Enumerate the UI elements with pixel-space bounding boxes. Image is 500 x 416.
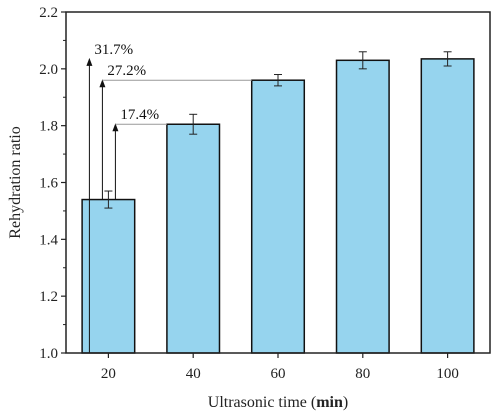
- x-axis-title: Ultrasonic time (min): [208, 394, 348, 411]
- increase-arrow-head: [99, 79, 106, 88]
- increase-label: 17.4%: [120, 107, 159, 123]
- bar-40: [166, 123, 221, 354]
- bar-60: [250, 79, 306, 354]
- y-tick-label: 2.2: [39, 5, 58, 21]
- x-tick-label: 60: [271, 366, 286, 382]
- y-axis-title: Rehydration ratio: [7, 126, 24, 238]
- increase-arrow-head: [112, 123, 119, 132]
- x-axis-title-unit: min: [316, 394, 343, 411]
- y-tick-label: 2.0: [39, 62, 58, 78]
- x-tick-label: 20: [101, 366, 116, 382]
- y-tick-label: 1.2: [39, 289, 58, 305]
- x-tick-label: 40: [186, 366, 201, 382]
- x-tick-label: 80: [355, 366, 370, 382]
- y-tick-label: 1.4: [39, 232, 58, 248]
- increase-label: 27.2%: [107, 63, 146, 79]
- increase-label: 31.7%: [94, 42, 133, 58]
- x-tick-label: 100: [436, 366, 459, 382]
- y-tick-label: 1.6: [39, 176, 58, 192]
- increase-arrow-head: [86, 57, 93, 66]
- bar-20: [81, 198, 136, 354]
- x-axis-title-prefix: Ultrasonic time (: [208, 394, 316, 411]
- y-tick-label: 1.8: [39, 119, 58, 135]
- y-tick-label: 1.0: [39, 346, 58, 362]
- bar-100: [420, 58, 475, 354]
- bar-80: [335, 59, 390, 354]
- x-axis-title-suffix: ): [343, 394, 348, 411]
